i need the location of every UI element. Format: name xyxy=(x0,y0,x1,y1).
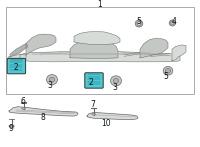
Polygon shape xyxy=(9,107,78,116)
Text: 6: 6 xyxy=(21,97,25,106)
Polygon shape xyxy=(20,52,180,62)
Polygon shape xyxy=(87,112,138,120)
Text: 4: 4 xyxy=(172,17,176,26)
Polygon shape xyxy=(140,38,168,58)
Text: 5: 5 xyxy=(164,72,168,81)
Text: 3: 3 xyxy=(113,83,117,92)
Text: 7: 7 xyxy=(91,100,95,109)
Ellipse shape xyxy=(110,76,121,86)
Bar xyxy=(10,59,23,61)
Text: 2: 2 xyxy=(14,63,18,72)
Text: 9: 9 xyxy=(9,124,13,133)
Text: 5: 5 xyxy=(137,17,141,26)
Ellipse shape xyxy=(169,20,176,26)
Ellipse shape xyxy=(10,126,13,127)
Polygon shape xyxy=(10,43,28,57)
Ellipse shape xyxy=(46,75,58,85)
Text: 8: 8 xyxy=(41,113,45,122)
Bar xyxy=(6,7,194,95)
Ellipse shape xyxy=(92,114,95,115)
Ellipse shape xyxy=(171,21,174,25)
Ellipse shape xyxy=(113,78,119,83)
FancyBboxPatch shape xyxy=(85,73,103,88)
Text: 1: 1 xyxy=(98,0,102,9)
Ellipse shape xyxy=(135,20,143,27)
Ellipse shape xyxy=(166,69,170,73)
FancyBboxPatch shape xyxy=(7,58,26,74)
Ellipse shape xyxy=(163,66,173,75)
Text: 3: 3 xyxy=(48,81,52,90)
Ellipse shape xyxy=(137,22,141,25)
Bar xyxy=(88,74,100,75)
Text: 2: 2 xyxy=(89,78,93,87)
Polygon shape xyxy=(26,34,56,55)
Polygon shape xyxy=(70,40,118,58)
Polygon shape xyxy=(74,32,120,45)
Polygon shape xyxy=(8,55,26,62)
Ellipse shape xyxy=(22,108,25,109)
Ellipse shape xyxy=(49,77,55,82)
Text: 10: 10 xyxy=(101,120,111,128)
Polygon shape xyxy=(172,45,186,61)
Ellipse shape xyxy=(9,125,14,127)
